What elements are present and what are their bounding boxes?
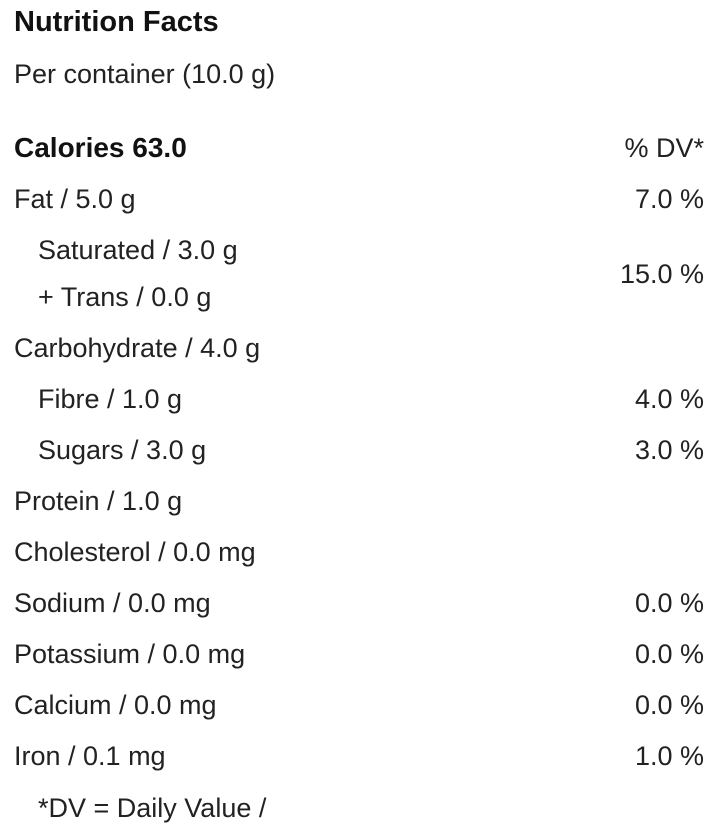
calories-label: Calories 63.0 (14, 132, 187, 163)
nutrient-label: Fat / 5.0 g (14, 184, 136, 214)
nutrient-dv: 1.0 % (634, 741, 704, 771)
page-title: Nutrition Facts (14, 6, 219, 38)
nutrient-row-sugars: Sugars / 3.0 g 3.0 % (14, 430, 704, 470)
nutrient-dv: 0.0 % (634, 588, 704, 618)
nutrient-dv: 0.0 % (634, 639, 704, 669)
nutrient-row-trans: + Trans / 0.0 g (14, 277, 704, 317)
nutrient-row-fat: Fat / 5.0 g 7.0 % (14, 179, 704, 219)
nutrient-dv: 3.0 % (634, 435, 704, 465)
nutrient-dv: 0.0 % (634, 690, 704, 720)
nutrient-label: Sodium / 0.0 mg (14, 588, 211, 618)
nutrient-row-fibre: Fibre / 1.0 g 4.0 % (14, 379, 704, 419)
nutrient-row-calcium: Calcium / 0.0 mg 0.0 % (14, 685, 704, 725)
nutrient-row-potassium: Potassium / 0.0 mg 0.0 % (14, 634, 704, 674)
calories-row: Calories 63.0 % DV* (14, 128, 704, 168)
nutrient-label: + Trans / 0.0 g (38, 282, 212, 312)
nutrient-row-protein: Protein / 1.0 g (14, 481, 704, 521)
nutrient-label: Carbohydrate / 4.0 g (14, 333, 261, 363)
nutrient-row-saturated: Saturated / 3.0 g (14, 230, 704, 270)
nutrient-row-carbohydrate: Carbohydrate / 4.0 g (14, 328, 704, 368)
nutrient-label: Protein / 1.0 g (14, 486, 183, 516)
nutrient-label: Cholesterol / 0.0 mg (14, 537, 256, 567)
nutrient-row-sodium: Sodium / 0.0 mg 0.0 % (14, 583, 704, 623)
nutrient-label: Calcium / 0.0 mg (14, 690, 217, 720)
nutrient-row-iron: Iron / 0.1 mg 1.0 % (14, 736, 704, 776)
nutrient-label: Potassium / 0.0 mg (14, 639, 246, 669)
nutrient-label: Iron / 0.1 mg (14, 741, 166, 771)
nutrient-dv: 7.0 % (634, 184, 704, 214)
nutrient-label: Fibre / 1.0 g (38, 384, 183, 414)
nutrient-label: Sugars / 3.0 g (38, 435, 207, 465)
nutrient-label: Saturated / 3.0 g (38, 235, 238, 265)
dv-footnote: *DV = Daily Value / (38, 793, 267, 823)
nutrient-dv: 4.0 % (634, 384, 704, 414)
nutrition-facts-panel: Nutrition Facts Per container (10.0 g) C… (14, 0, 704, 830)
dv-header: % DV* (624, 133, 704, 163)
nutrient-row-cholesterol: Cholesterol / 0.0 mg (14, 532, 704, 572)
saturated-trans-dv: 15.0 % (619, 259, 704, 289)
serving-size: Per container (10.0 g) (14, 59, 276, 89)
